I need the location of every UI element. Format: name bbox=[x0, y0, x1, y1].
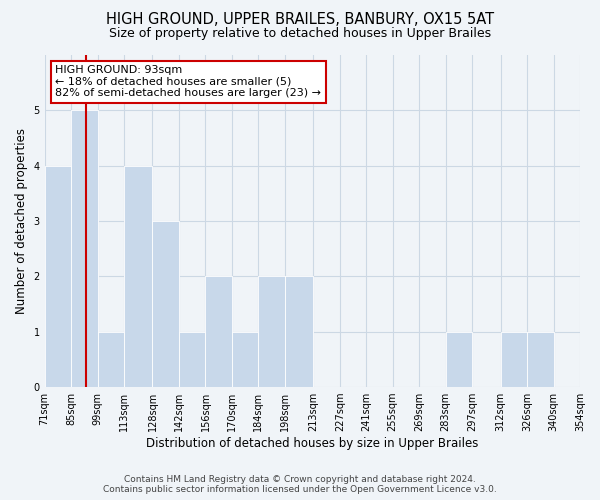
Text: HIGH GROUND, UPPER BRAILES, BANBURY, OX15 5AT: HIGH GROUND, UPPER BRAILES, BANBURY, OX1… bbox=[106, 12, 494, 28]
Text: HIGH GROUND: 93sqm
← 18% of detached houses are smaller (5)
82% of semi-detached: HIGH GROUND: 93sqm ← 18% of detached hou… bbox=[55, 65, 322, 98]
Bar bbox=[179, 332, 205, 387]
Bar bbox=[152, 221, 179, 387]
Bar bbox=[285, 276, 313, 387]
Bar bbox=[205, 276, 232, 387]
Bar bbox=[71, 110, 98, 387]
Y-axis label: Number of detached properties: Number of detached properties bbox=[15, 128, 28, 314]
Bar bbox=[500, 332, 527, 387]
Bar bbox=[232, 332, 259, 387]
Bar bbox=[124, 166, 152, 387]
Bar bbox=[98, 332, 124, 387]
Text: Size of property relative to detached houses in Upper Brailes: Size of property relative to detached ho… bbox=[109, 28, 491, 40]
Bar bbox=[446, 332, 472, 387]
Bar bbox=[259, 276, 285, 387]
X-axis label: Distribution of detached houses by size in Upper Brailes: Distribution of detached houses by size … bbox=[146, 437, 479, 450]
Bar bbox=[580, 332, 600, 387]
Bar bbox=[527, 332, 554, 387]
Bar bbox=[44, 166, 71, 387]
Text: Contains HM Land Registry data © Crown copyright and database right 2024.
Contai: Contains HM Land Registry data © Crown c… bbox=[103, 474, 497, 494]
